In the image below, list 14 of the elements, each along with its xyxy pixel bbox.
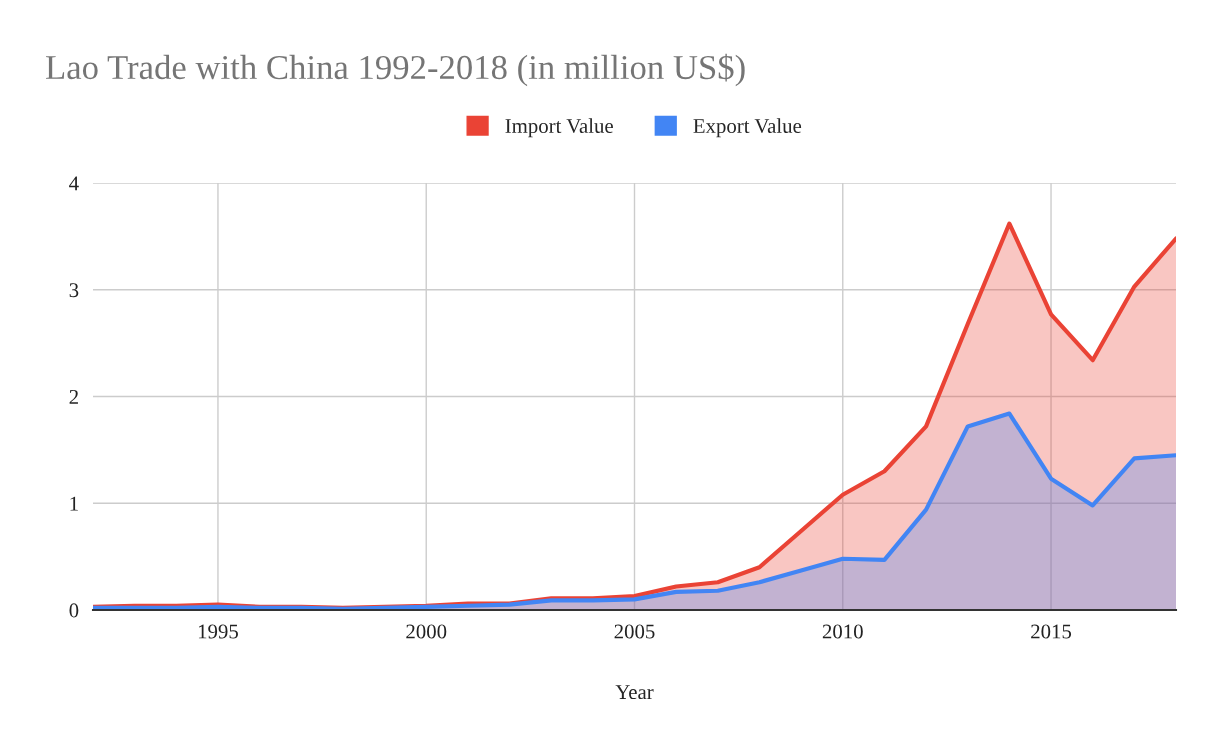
legend-label: Export Value [693, 118, 802, 138]
x-tick-label: 2010 [822, 624, 863, 639]
legend-label: Import Value [505, 118, 613, 138]
y-tick-label: 2 [69, 389, 78, 404]
x-tick-label: 1995 [198, 624, 238, 639]
y-tick-label: 0 [69, 603, 79, 618]
x-tick-label: 2000 [406, 624, 447, 639]
x-tick-label: 2015 [1031, 624, 1072, 639]
y-tick-label: 1 [70, 496, 78, 511]
chart-title: Lao Trade with China 1992-2018 (in million US$) [46, 53, 745, 87]
x-tick-label: 2005 [614, 624, 655, 639]
y-tick-label: 4 [69, 176, 79, 191]
x-axis-title: Year [615, 685, 654, 700]
y-tick-label: 3 [69, 283, 79, 298]
